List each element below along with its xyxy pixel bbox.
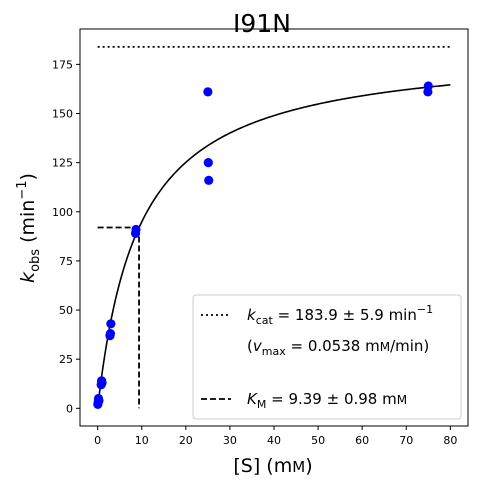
x-axis-label: [S] (mM) (233, 455, 312, 477)
data-point (106, 319, 116, 329)
legend-box (192, 294, 462, 420)
x-tick-label: 20 (179, 434, 193, 447)
legend-km-label: KM = 9.39 ± 0.98 mM (247, 390, 407, 411)
x-tick-label: 50 (311, 434, 325, 447)
y-tick-label: 125 (52, 157, 73, 170)
data-point (204, 175, 214, 185)
fit-curve (96, 84, 451, 409)
y-axis-label: kobs (min−1) (15, 173, 43, 283)
data-point (203, 158, 213, 168)
data-point (105, 329, 116, 339)
y-tick-label: 25 (59, 353, 73, 366)
y-tick-label: 100 (52, 206, 73, 219)
x-tick-label: 60 (355, 434, 369, 447)
data-point (97, 378, 107, 388)
x-tick-label: 10 (135, 434, 149, 447)
x-tick-label: 0 (94, 434, 101, 447)
plot-marks (93, 45, 451, 409)
y-axis-ticks: 0 25 50 75 100 125 150 175 (52, 58, 80, 415)
x-tick-label: 80 (443, 434, 457, 447)
x-tick-label: 30 (223, 434, 237, 447)
legend: kcat = 183.9 ± 5.9 min−1 (vmax = 0.0538 … (192, 294, 462, 420)
y-tick-label: 75 (59, 255, 73, 268)
legend-vmax-label: (vmax = 0.0538 mM/min) (247, 337, 429, 358)
x-tick-label: 40 (267, 434, 281, 447)
data-point (131, 224, 141, 235)
x-axis-ticks: 0 10 20 30 40 50 60 70 80 (94, 426, 457, 447)
y-tick-label: 175 (52, 58, 73, 71)
data-point (94, 395, 104, 406)
legend-kcat-label: kcat = 183.9 ± 5.9 min−1 (247, 303, 433, 327)
data-point (203, 87, 213, 97)
x-tick-label: 70 (399, 434, 413, 447)
y-tick-label: 0 (66, 402, 73, 415)
y-tick-label: 150 (52, 108, 73, 121)
chart-title: I91N (233, 9, 291, 38)
y-tick-label: 50 (59, 304, 73, 317)
data-point (423, 81, 433, 91)
